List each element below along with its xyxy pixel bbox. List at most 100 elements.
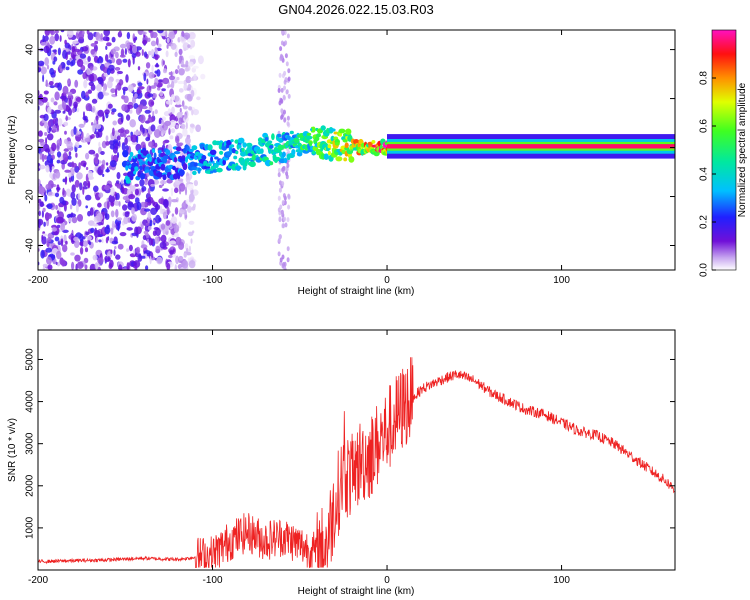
noise-speckle — [283, 216, 287, 222]
noise-speckle — [148, 141, 154, 148]
noise-speckle — [158, 184, 163, 188]
noise-speckle — [183, 252, 188, 258]
noise-speckle — [56, 159, 61, 164]
noise-speckle — [119, 232, 127, 237]
ridge-cell — [342, 138, 348, 143]
noise-speckle — [110, 88, 116, 94]
noise-speckle — [193, 203, 196, 209]
noise-speckle — [171, 199, 178, 203]
noise-speckle — [150, 49, 155, 58]
noise-speckle — [182, 42, 190, 51]
noise-speckle — [56, 250, 62, 260]
noise-speckle — [171, 106, 175, 115]
noise-speckle — [56, 187, 61, 191]
noise-speckle — [124, 129, 130, 134]
spectrogram-frame — [37, 29, 676, 271]
noise-speckle — [286, 163, 290, 168]
noise-speckle — [105, 45, 108, 50]
noise-speckle — [197, 55, 204, 65]
noise-speckle — [187, 183, 194, 191]
noise-speckle — [141, 255, 146, 259]
x-tick-label: 100 — [553, 575, 570, 586]
ridge-cell — [238, 137, 245, 144]
noise-speckle — [170, 42, 177, 50]
ridge-cell — [129, 151, 134, 158]
noise-speckle — [92, 254, 98, 261]
noise-speckle — [68, 97, 73, 107]
noise-speckle — [159, 241, 167, 249]
noise-speckle — [277, 195, 281, 201]
noise-speckle — [52, 172, 56, 180]
noise-speckle — [150, 183, 155, 187]
noise-speckle — [76, 172, 83, 180]
ridge-cell — [269, 145, 274, 149]
ridge-cell — [125, 165, 129, 171]
noise-speckle — [158, 119, 162, 125]
noise-speckle — [115, 87, 118, 97]
ridge-cell — [230, 144, 235, 148]
ridge-cell — [209, 170, 214, 174]
noise-speckle — [143, 230, 149, 235]
noise-speckle — [106, 42, 112, 47]
noise-speckle — [135, 246, 141, 254]
noise-speckle — [62, 49, 68, 59]
snr-xlabel: Height of straight line (km) — [298, 586, 415, 597]
noise-speckle — [89, 66, 94, 71]
noise-speckle — [54, 236, 60, 242]
noise-speckle — [105, 135, 109, 142]
ridge-cell — [329, 128, 336, 132]
noise-speckle — [278, 234, 282, 240]
noise-speckle — [82, 186, 85, 195]
noise-speckle — [277, 172, 281, 178]
noise-speckle — [81, 46, 89, 52]
ridge-cell — [335, 156, 343, 162]
ridge-cell — [260, 148, 264, 154]
ridge-cell — [230, 139, 234, 143]
noise-speckle — [71, 261, 75, 270]
noise-speckle — [175, 255, 180, 265]
noise-speckle — [185, 122, 188, 130]
noise-speckle — [141, 186, 147, 192]
noise-speckle — [159, 91, 164, 97]
noise-speckle — [102, 115, 105, 122]
ridge-cell — [209, 149, 217, 156]
noise-speckle — [115, 180, 120, 184]
ridge-cell — [219, 150, 224, 155]
noise-speckle — [281, 199, 285, 205]
noise-speckle — [59, 35, 62, 42]
noise-speckle — [43, 35, 49, 42]
noise-speckle — [56, 261, 61, 267]
noise-speckle — [88, 241, 92, 246]
snr-frame — [37, 329, 676, 571]
noise-speckle — [131, 141, 138, 145]
noise-speckle — [50, 97, 55, 103]
noise-speckle — [98, 141, 101, 148]
noise-speckle — [161, 88, 166, 92]
noise-speckle — [38, 153, 41, 161]
noise-speckle — [162, 140, 166, 145]
noise-speckle — [51, 166, 55, 170]
noise-speckle — [98, 239, 102, 243]
noise-speckle — [103, 73, 109, 77]
noise-speckle — [147, 117, 154, 123]
noise-speckle — [142, 235, 147, 241]
noise-speckle — [285, 61, 289, 67]
noise-speckle — [141, 49, 144, 56]
noise-speckle — [185, 136, 191, 145]
noise-speckle — [180, 123, 186, 130]
noise-speckle — [287, 194, 291, 200]
noise-speckle — [110, 249, 113, 255]
noise-speckle — [281, 166, 285, 172]
noise-speckle — [81, 30, 85, 35]
noise-speckle — [286, 121, 290, 127]
noise-speckle — [104, 184, 111, 191]
noise-speckle — [107, 200, 110, 210]
noise-speckle — [182, 105, 188, 110]
noise-speckle — [104, 226, 111, 235]
noise-speckle — [47, 237, 52, 243]
noise-speckle — [102, 173, 105, 177]
noise-speckle — [155, 37, 159, 46]
noise-speckle — [145, 198, 152, 203]
noise-speckle — [42, 207, 46, 212]
noise-speckle — [193, 73, 197, 81]
